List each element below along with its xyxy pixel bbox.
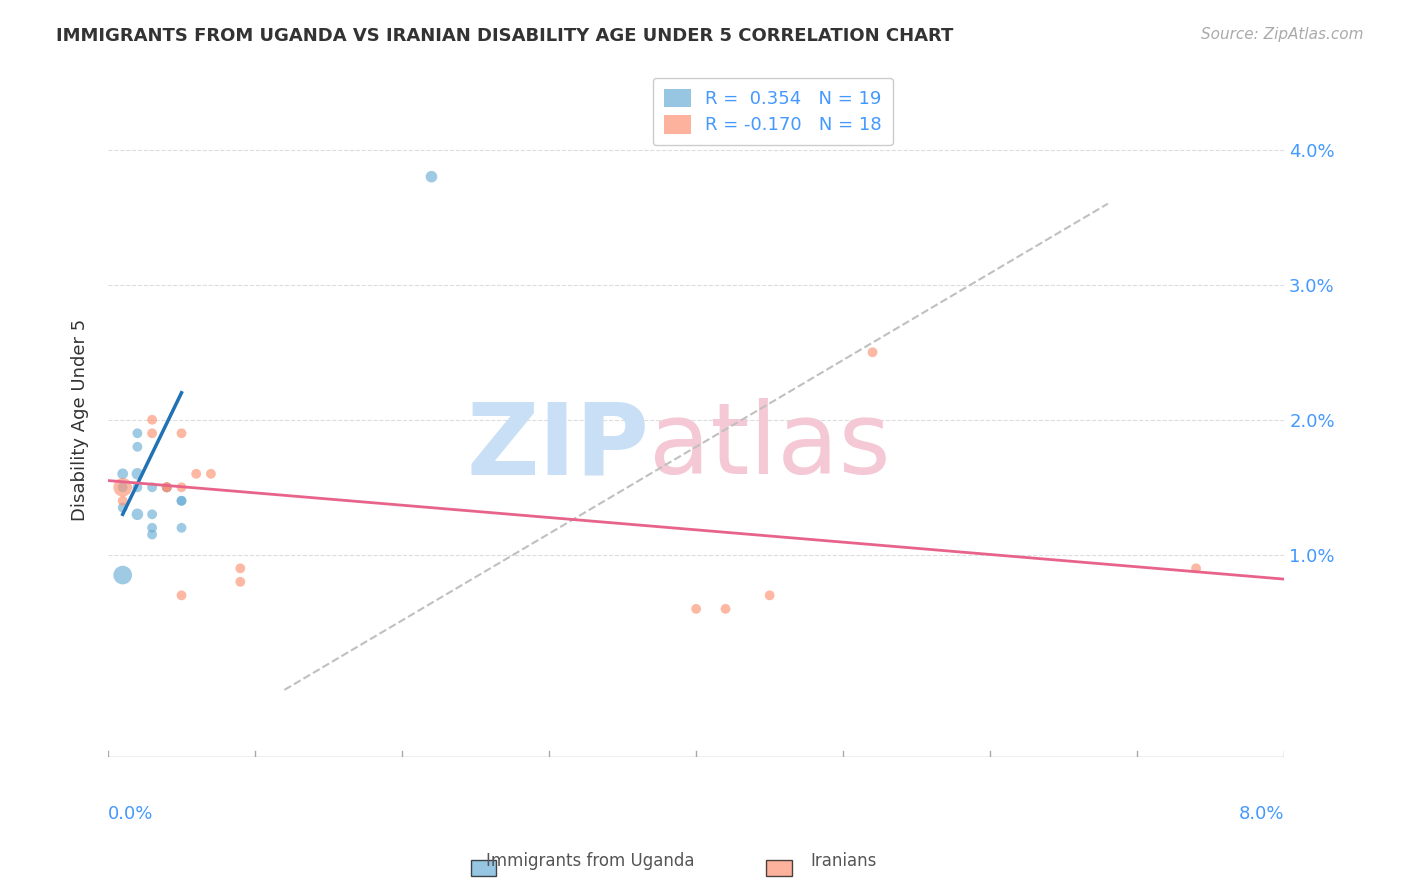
- Point: [141, 521, 163, 535]
- Point: [127, 440, 149, 454]
- Point: [170, 426, 193, 441]
- Point: [1185, 561, 1208, 575]
- Point: [141, 508, 163, 522]
- Point: [111, 500, 134, 515]
- Point: [141, 426, 163, 441]
- Point: [127, 467, 149, 481]
- Point: [141, 480, 163, 494]
- Text: Immigrants from Uganda: Immigrants from Uganda: [486, 852, 695, 870]
- Point: [156, 480, 179, 494]
- Text: 8.0%: 8.0%: [1239, 805, 1284, 822]
- Point: [200, 467, 222, 481]
- Point: [111, 480, 134, 494]
- Point: [127, 480, 149, 494]
- Legend: R =  0.354   N = 19, R = -0.170   N = 18: R = 0.354 N = 19, R = -0.170 N = 18: [652, 78, 893, 145]
- Point: [758, 588, 780, 602]
- Text: atlas: atlas: [650, 399, 891, 495]
- Point: [862, 345, 884, 359]
- Point: [186, 467, 208, 481]
- Point: [170, 493, 193, 508]
- Point: [127, 508, 149, 522]
- Point: [111, 467, 134, 481]
- Point: [170, 521, 193, 535]
- Point: [229, 561, 252, 575]
- Point: [170, 493, 193, 508]
- Text: ZIP: ZIP: [467, 399, 650, 495]
- Point: [141, 413, 163, 427]
- Point: [141, 527, 163, 541]
- Point: [156, 480, 179, 494]
- Point: [714, 602, 737, 616]
- Point: [111, 493, 134, 508]
- Point: [685, 602, 707, 616]
- Point: [127, 426, 149, 441]
- Point: [229, 574, 252, 589]
- Point: [156, 480, 179, 494]
- Text: Iranians: Iranians: [810, 852, 877, 870]
- Point: [170, 588, 193, 602]
- Point: [170, 480, 193, 494]
- Text: 0.0%: 0.0%: [108, 805, 153, 822]
- Text: Source: ZipAtlas.com: Source: ZipAtlas.com: [1201, 27, 1364, 42]
- Point: [111, 480, 134, 494]
- Y-axis label: Disability Age Under 5: Disability Age Under 5: [72, 318, 89, 521]
- Text: IMMIGRANTS FROM UGANDA VS IRANIAN DISABILITY AGE UNDER 5 CORRELATION CHART: IMMIGRANTS FROM UGANDA VS IRANIAN DISABI…: [56, 27, 953, 45]
- Point: [156, 480, 179, 494]
- Point: [420, 169, 443, 184]
- Point: [111, 568, 134, 582]
